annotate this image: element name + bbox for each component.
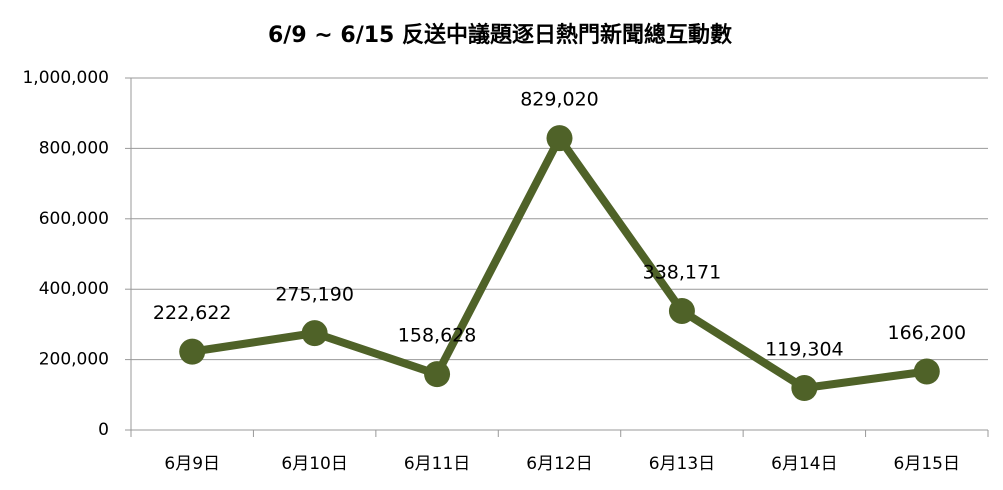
value-label: 158,628 (398, 325, 477, 347)
x-tick-label: 6月10日 (281, 454, 347, 474)
point (668, 297, 695, 324)
value-label: 166,200 (887, 322, 966, 344)
x-tick-label: 6月15日 (894, 454, 960, 474)
point (791, 375, 818, 402)
x-tick-label: 6月12日 (526, 454, 592, 474)
y-tick-label: 400,000 (39, 279, 109, 299)
y-tick-label: 0 (98, 420, 109, 440)
value-label: 119,304 (765, 339, 844, 361)
value-label: 222,622 (153, 302, 232, 324)
point (913, 358, 940, 385)
x-tick-label: 6月11日 (404, 454, 470, 474)
x-tick-label: 6月14日 (771, 454, 837, 474)
y-tick-label: 1,000,000 (22, 68, 109, 88)
chart-title: 6/9 ~ 6/15 反送中議題逐日熱門新聞總互動數 (268, 22, 732, 48)
point (301, 320, 328, 347)
x-tick-label: 6月9日 (164, 454, 220, 474)
x-tick-label: 6月13日 (649, 454, 715, 474)
point (546, 125, 573, 152)
point (424, 361, 451, 388)
value-label: 338,171 (643, 261, 722, 283)
value-label: 829,020 (520, 89, 599, 111)
y-tick-label: 600,000 (39, 209, 109, 229)
point (179, 338, 206, 365)
y-tick-label: 800,000 (39, 138, 109, 158)
value-label: 275,190 (275, 284, 354, 306)
y-tick-label: 200,000 (39, 350, 109, 370)
